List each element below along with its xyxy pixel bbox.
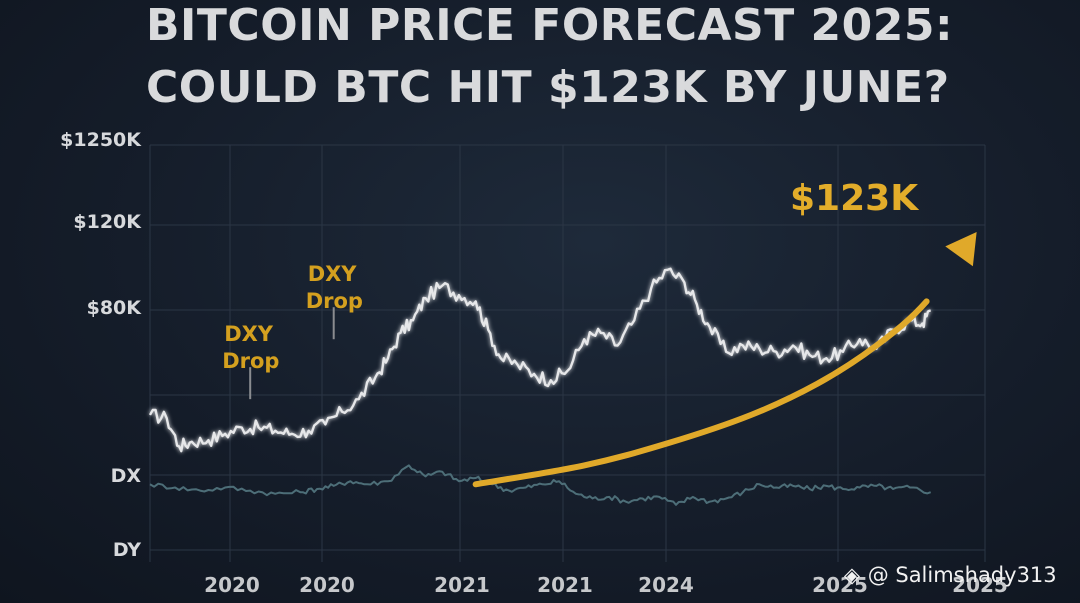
- series-line-dxy: [149, 464, 932, 506]
- series-layer: [148, 267, 932, 506]
- page-title-line-2: COULD BTC HIT $123K BY JUNE?: [146, 62, 950, 113]
- y-tick-label-0: $1250K: [60, 129, 142, 151]
- chart-grid: [149, 144, 986, 562]
- y-tick-label-1: $120K: [73, 211, 142, 233]
- x-axis-tick-labels: 2020 2020 2021 2021 2024 2025 2025: [204, 573, 1008, 597]
- annotation-0-line-0: DXY: [224, 322, 274, 346]
- x-tick-label-5: 2025: [812, 573, 868, 597]
- forecast-arrow-shaft: [472, 298, 930, 488]
- page-title-line-1: BITCOIN PRICE FORECAST 2025:: [146, 0, 954, 51]
- forecast-arrow: $123K: [472, 178, 977, 488]
- y-tick-label-3: DX: [111, 465, 142, 487]
- x-tick-label-1: 2020: [299, 573, 355, 597]
- x-tick-label-0: 2020: [204, 573, 260, 597]
- series-line-btc: [148, 267, 931, 453]
- watermark: ◈ @ Salimshady313: [843, 563, 1057, 587]
- y-axis-tick-labels: $1250K $120K $80K DX DY: [60, 129, 142, 561]
- x-tick-label-3: 2021: [537, 573, 593, 597]
- y-tick-label-4: DY: [113, 539, 141, 561]
- forecast-target-label: $123K: [790, 178, 919, 219]
- x-tick-label-4: 2024: [638, 573, 694, 597]
- y-tick-label-2: $80K: [87, 297, 143, 319]
- annotation-1-line-0: DXY: [308, 262, 358, 286]
- binance-diamond-icon: ◈: [843, 563, 861, 587]
- forecast-arrow-head: [945, 232, 977, 267]
- x-tick-label-6: 2025: [952, 573, 1008, 597]
- x-tick-label-2: 2021: [434, 573, 490, 597]
- watermark-text: @ Salimshady313: [867, 563, 1057, 587]
